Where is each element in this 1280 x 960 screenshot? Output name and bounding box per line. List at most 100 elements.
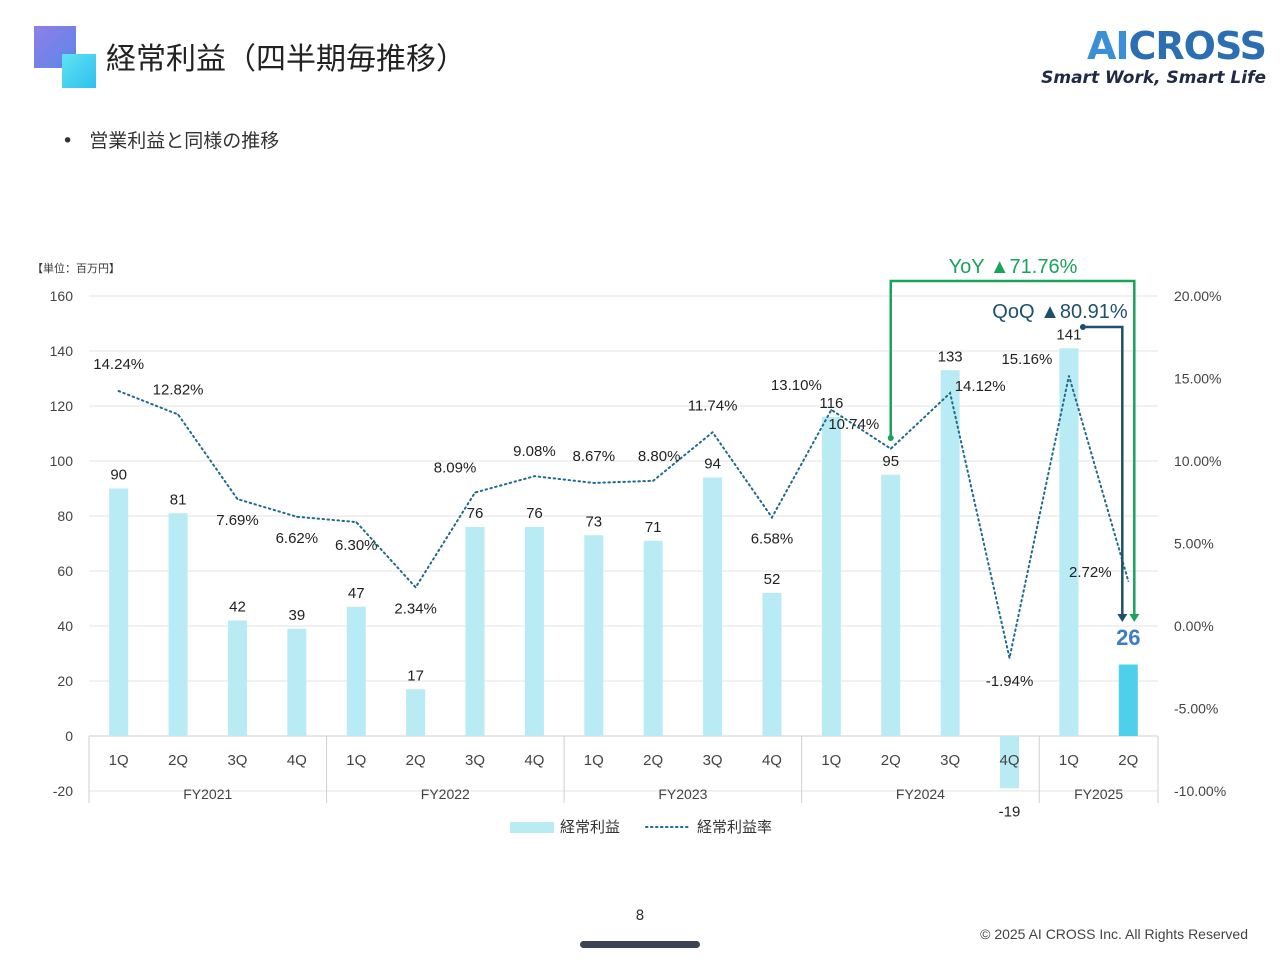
bar-value-label: 73 [585,513,602,530]
page-number: 8 [635,908,645,924]
bar-value-label: 71 [645,519,662,536]
y-left-tick-label: 60 [57,563,73,579]
bar [287,628,307,736]
quarter-label: 3Q [940,752,960,769]
line-point [949,392,951,394]
bar [940,370,960,736]
margin-value-label: 8.67% [573,448,616,465]
year-label: FY2025 [1074,786,1123,802]
quarter-label: 1Q [109,752,129,769]
margin-value-label: 15.16% [1001,351,1052,368]
quarter-label: 2Q [881,752,901,769]
brand-name-rest: CROSS [1128,24,1267,68]
bar-value-label: 47 [348,585,365,602]
yoy-annotation: YoY ▲71.76% [949,256,1078,278]
quarter-label: 2Q [1118,752,1138,769]
yoy-bracket [889,279,1136,614]
quarter-label: 1Q [1059,752,1079,769]
margin-value-label: 10.74% [828,416,879,433]
bar [821,417,841,736]
bullet-dot-icon: • [62,130,74,152]
line-point [830,409,833,411]
margin-value-label: 8.80% [638,448,681,465]
legend: 経常利益 経常利益率 [510,819,772,836]
margin-line [117,375,1130,659]
brand-tagline: Smart Work, Smart Life [1041,68,1266,88]
data-labels: 90 81 42 39 47 17 76 76 73 71 94 52 116 95 133 -19 141 26… [93,326,1140,820]
line-point [1068,375,1070,377]
bar-value-label: 76 [526,505,543,522]
margin-value-label: 2.72% [1069,564,1112,581]
line-point [533,475,536,477]
line-point [474,491,476,494]
qoq-annotation: QoQ ▲80.91% [992,301,1128,323]
line-point [117,390,120,392]
yoy-arrow-icon [1129,614,1140,622]
quarter-label: 1Q [346,752,366,769]
bullet-text: 営業利益と同様の推移 [89,130,280,152]
brand-name-ai: AI [1086,24,1130,68]
brand-name: AICROSS [1041,24,1267,68]
bar-value-label: 116 [819,395,843,412]
bar [406,689,426,736]
line-point [177,413,179,416]
y-left-tick-label: 40 [57,618,73,634]
year-label: FY2024 [896,786,945,802]
line-point [652,480,654,482]
bar [346,606,366,736]
quarter-label: 4Q [1000,752,1020,769]
margin-value-label: 6.58% [751,530,794,547]
bar [109,488,129,736]
quarter-label: 3Q [465,752,485,769]
bar [524,527,544,736]
page-title: 経常利益（四半期毎推移） [106,42,466,77]
margin-value-label: 9.08% [513,443,556,460]
ordinary-profit-chart: 【単位：百万円】 160 140 120 100 80 60 40 20 0 -20 20.00% 15… [32,256,1226,836]
bar-value-label: 95 [882,453,899,470]
bar [762,593,782,736]
line-point [711,431,714,434]
y-left-tick-label: 120 [50,398,74,414]
margin-value-label: 8.09% [434,460,477,477]
bar [881,474,901,736]
bar-value-label-highlight: 26 [1116,625,1140,650]
quarter-label: 4Q [524,752,544,769]
line-point [593,482,595,484]
logo-mark [34,26,96,88]
legend-line-label: 経常利益率 [697,819,772,836]
bar [643,540,663,736]
quarter-label: 4Q [762,752,782,769]
annotations: YoY ▲71.76% QoQ ▲80.91% [887,256,1140,622]
qoq-arrow-icon [1117,614,1128,622]
legend-bar-label: 経常利益 [560,819,620,836]
bar-value-label: 39 [289,607,306,624]
line-point [355,521,358,523]
quarter-label: 2Q [406,752,426,769]
bar [168,513,188,736]
y-left-tick-label: 140 [50,343,74,359]
y-left-tick-label: -20 [53,783,73,799]
page-scrollbar[interactable] [580,941,700,948]
bar-value-label: 141 [1056,326,1081,343]
bar-value-label: 90 [110,467,127,484]
quarter-label: 4Q [287,752,307,769]
margin-value-label: 6.30% [335,537,378,554]
bar [1118,664,1138,736]
y-right-tick-label: -10.00% [1174,783,1226,799]
quarter-label: 2Q [168,752,188,769]
line-point [771,516,773,519]
bar-series [109,348,1138,789]
bar-value-label: 17 [407,667,424,684]
bar-value-label: 81 [170,491,187,508]
year-label: FY2023 [658,786,707,802]
bar-value-label: 76 [467,505,484,522]
line-point [1008,657,1011,659]
margin-value-label: 14.12% [955,378,1006,395]
line-point [1127,580,1130,582]
line-point [414,586,417,589]
bar-value-label: -19 [999,803,1021,820]
line-point [236,498,239,500]
y-right-tick-label: 5.00% [1174,536,1214,552]
margin-value-label: 7.69% [216,512,259,529]
copyright: © 2025 AI CROSS Inc. All Rights Reserved [980,926,1248,942]
